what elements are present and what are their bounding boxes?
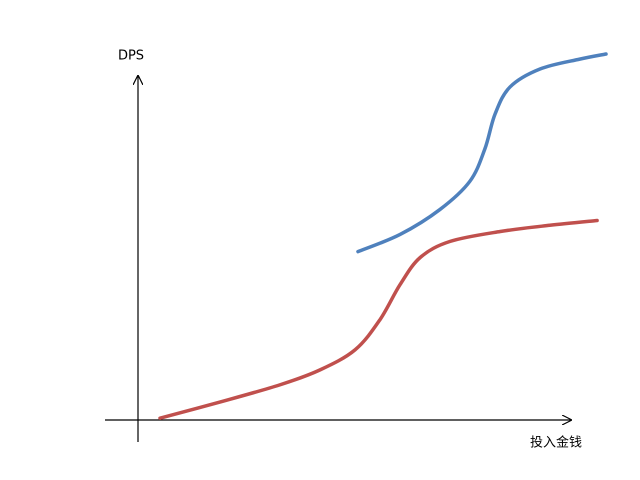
- line-series: [158, 218, 599, 420]
- x-axis-label: 投入金钱: [530, 435, 582, 451]
- y-axis-label: DPS: [118, 49, 144, 64]
- line-series: [356, 52, 608, 254]
